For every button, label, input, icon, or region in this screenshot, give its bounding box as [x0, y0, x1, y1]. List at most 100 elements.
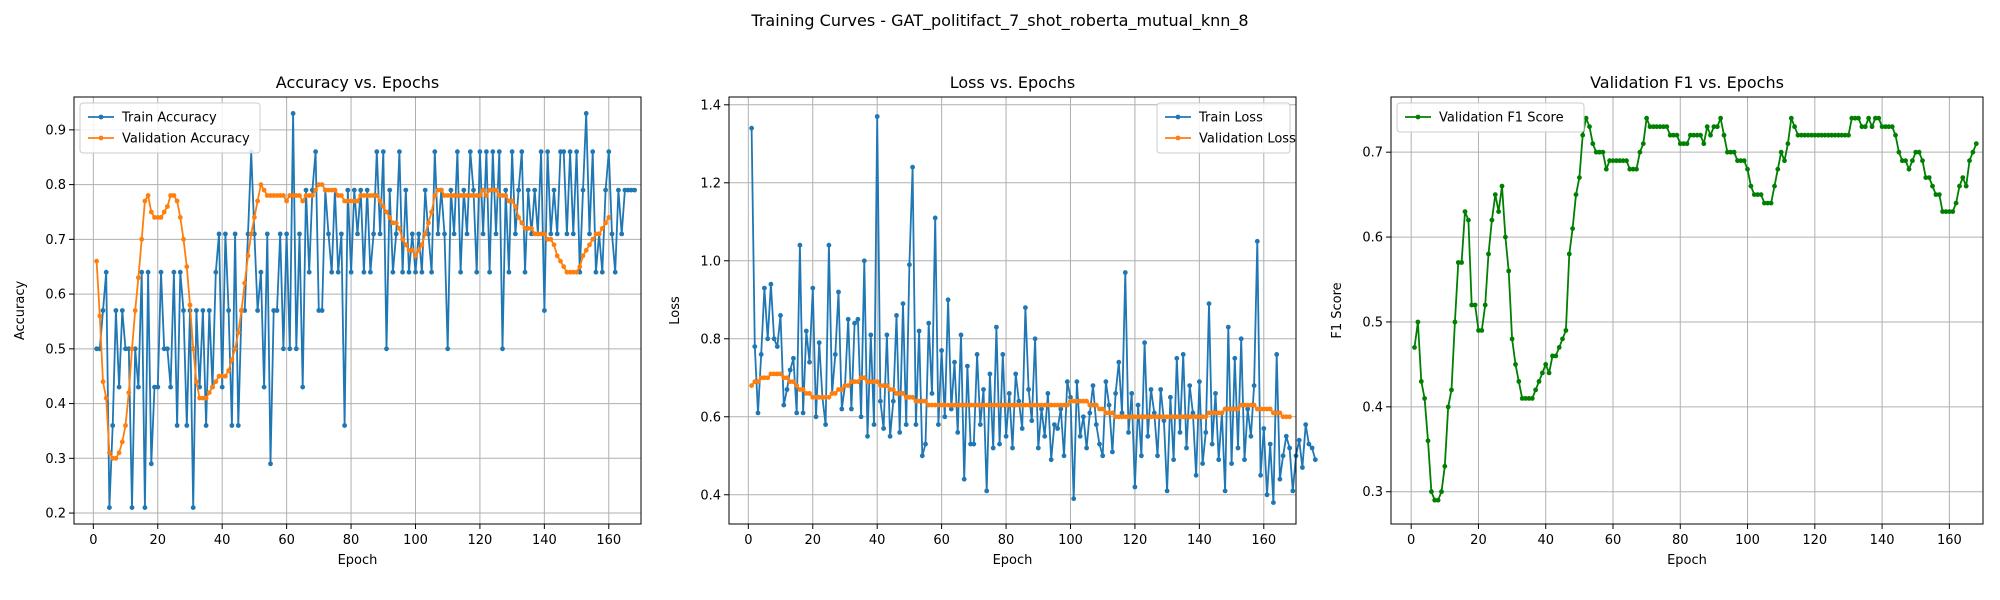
data-point: [226, 308, 232, 313]
data-point: [1209, 441, 1215, 447]
data-point: [506, 269, 512, 275]
data-point: [1674, 132, 1680, 138]
data-point: [123, 423, 128, 428]
data-point: [603, 187, 608, 193]
data-point: [229, 357, 235, 363]
data-point: [113, 308, 119, 313]
data-point: [1209, 410, 1215, 416]
data-point: [1303, 422, 1309, 427]
data-point: [435, 187, 441, 193]
figure-suptitle: Training Curves - GAT_politifact_7_shot_…: [750, 11, 1248, 31]
data-point: [142, 198, 148, 204]
data-point: [390, 269, 396, 275]
data-point: [232, 231, 238, 237]
data-point: [458, 269, 463, 275]
data-point: [603, 220, 608, 226]
data-point: [890, 387, 896, 392]
data-point: [570, 231, 576, 237]
data-point: [1274, 352, 1280, 357]
data-point: [903, 422, 909, 427]
data-point: [1093, 402, 1099, 408]
data-point: [416, 231, 422, 237]
subplot-title: Loss vs. Epochs: [950, 73, 1075, 92]
data-point: [542, 231, 547, 237]
data-point: [235, 423, 241, 428]
data-point: [1026, 387, 1031, 392]
legend-swatch-marker: [1175, 114, 1181, 120]
data-point: [139, 269, 145, 275]
data-point: [1193, 472, 1199, 478]
data-point: [606, 149, 612, 155]
data-point: [758, 352, 764, 357]
data-point: [1016, 398, 1022, 404]
data-point: [1216, 457, 1222, 463]
x-tick-label: 120: [1802, 533, 1827, 548]
data-point: [1940, 209, 1945, 215]
data-point: [1738, 158, 1744, 164]
data-point: [590, 149, 596, 155]
data-point: [107, 450, 112, 456]
data-point: [1812, 132, 1818, 138]
data-point: [277, 231, 283, 237]
data-point: [752, 344, 758, 349]
data-point: [1439, 489, 1444, 495]
data-point: [155, 384, 161, 390]
data-point: [871, 422, 877, 427]
data-point: [1161, 418, 1167, 424]
data-point: [1312, 457, 1318, 463]
data-point: [119, 439, 125, 445]
x-tick-label: 20: [149, 533, 166, 548]
data-point: [574, 149, 579, 155]
data-point: [580, 253, 586, 259]
data-point: [1113, 391, 1118, 396]
data-point: [1647, 124, 1653, 130]
data-point: [884, 332, 890, 338]
data-point: [184, 423, 190, 428]
data-point: [210, 384, 215, 390]
data-point: [965, 363, 970, 369]
data-point: [1190, 410, 1196, 416]
data-point: [990, 445, 996, 451]
data-point: [1482, 302, 1488, 308]
data-point: [374, 149, 380, 155]
data-point: [1671, 132, 1676, 138]
data-point: [1496, 209, 1501, 215]
data-point: [1540, 370, 1545, 376]
data-point: [1061, 402, 1067, 408]
data-point: [1657, 124, 1663, 130]
data-point: [1869, 124, 1875, 130]
data-point: [1889, 124, 1895, 130]
data-point: [768, 281, 774, 287]
data-point: [274, 308, 280, 313]
data-point: [858, 414, 864, 420]
data-point: [413, 253, 418, 259]
data-point: [1135, 402, 1141, 408]
data-point: [184, 264, 190, 270]
data-point: [1412, 345, 1417, 350]
data-point: [826, 242, 832, 248]
series-2: [749, 371, 1292, 420]
data-point: [500, 346, 505, 352]
data-point: [997, 441, 1002, 447]
data-point: [203, 423, 209, 428]
data-point: [849, 406, 854, 412]
data-point: [136, 275, 141, 281]
data-point: [1287, 414, 1292, 420]
data-point: [939, 348, 944, 353]
data-point: [416, 247, 422, 253]
data-point: [1634, 166, 1639, 172]
data-point: [538, 231, 544, 237]
data-point: [145, 269, 151, 275]
data-point: [554, 253, 560, 259]
data-point: [129, 505, 135, 510]
data-point: [1883, 124, 1888, 130]
data-point: [435, 231, 441, 237]
data-point: [1624, 158, 1629, 164]
data-point: [1225, 406, 1231, 412]
data-point: [94, 258, 99, 264]
data-point: [609, 231, 615, 237]
data-point: [380, 149, 386, 155]
data-point: [403, 187, 409, 193]
data-point: [755, 379, 761, 385]
data-point: [1452, 319, 1458, 325]
